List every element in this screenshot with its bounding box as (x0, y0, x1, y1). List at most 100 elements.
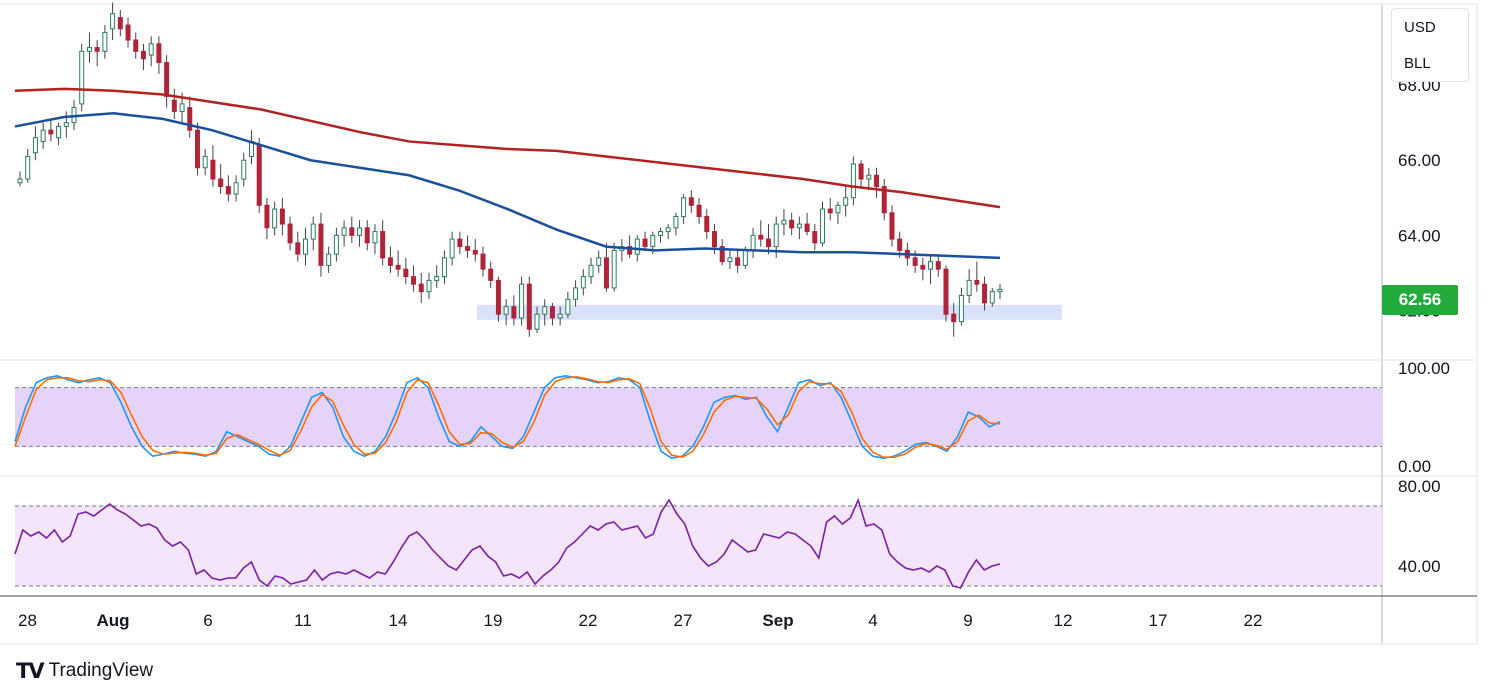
candle-body (989, 291, 995, 304)
time-tick-label: Aug (96, 611, 129, 630)
candle-body (982, 283, 988, 304)
candle-body (403, 268, 409, 278)
candle-body (156, 43, 162, 64)
candle-body (866, 174, 872, 180)
candle-body (472, 249, 478, 255)
candle-body (804, 223, 810, 233)
candle-body (912, 257, 918, 266)
candle-body (364, 227, 370, 244)
candle-body (326, 253, 332, 266)
candle-body (17, 178, 23, 184)
candle-body (218, 178, 224, 188)
candle-body (264, 204, 270, 229)
stochastic-pane (14, 375, 1382, 460)
candle-body (634, 238, 640, 255)
candle-body (549, 306, 555, 319)
candle-body (465, 246, 471, 251)
time-tick-label: 11 (294, 611, 312, 630)
candle-body (827, 208, 833, 214)
price-pane (14, 2, 1062, 337)
candle-body (434, 276, 440, 281)
time-tick-label: 27 (674, 611, 693, 630)
time-tick-label: 28 (18, 611, 37, 630)
pane-frames (0, 3, 1478, 645)
candle-body (557, 313, 563, 319)
candle-body (596, 257, 602, 266)
candle-body (187, 107, 193, 131)
support-zone (477, 304, 1062, 320)
candle-body (480, 253, 486, 270)
candle-body (457, 238, 463, 248)
candle-body (565, 298, 571, 315)
time-axis: 28 Aug 6 11 14 19 22 27 Sep 4 9 12 17 22 (18, 611, 1262, 630)
candle-body (580, 276, 586, 289)
candle-body (511, 306, 517, 319)
candle-body (110, 13, 116, 30)
time-tick-label: 17 (1149, 611, 1168, 630)
candle-body (573, 287, 579, 300)
candle-body (25, 155, 31, 180)
candle-body (874, 174, 880, 188)
candle-body (727, 257, 733, 263)
candle-body (56, 125, 62, 139)
candle-body (225, 186, 231, 195)
candle-body (951, 313, 957, 323)
candle-body (650, 234, 656, 248)
time-tick-label: Sep (762, 611, 793, 630)
candle-body (179, 103, 185, 112)
rsi-tick-label: 40.00 (1398, 557, 1441, 576)
candle-body (94, 47, 100, 52)
candle-body (773, 223, 779, 248)
candle-body (935, 261, 941, 270)
candle-body (627, 246, 633, 255)
candle-body (272, 208, 278, 229)
tradingview-logo-icon: TV (16, 659, 45, 683)
candle-body (387, 257, 393, 266)
candle-body (673, 216, 679, 229)
candle-body (279, 208, 285, 225)
candle-body (194, 129, 200, 169)
moving-average-red (14, 87, 1001, 209)
candle-body (395, 264, 401, 270)
candle-body (287, 223, 293, 244)
candle-body (742, 249, 748, 266)
candle-body (488, 268, 494, 281)
candle-body (928, 261, 934, 270)
tradingview-logo-text: TradingView (48, 660, 154, 681)
candle-body (657, 231, 663, 236)
candle-body (372, 231, 378, 244)
candle-body (711, 231, 717, 248)
candle-body (958, 294, 964, 323)
candle-body (495, 279, 501, 315)
tradingview-logo[interactable]: TV TradingView (16, 658, 153, 684)
candle-body (796, 223, 802, 229)
candle-body (542, 306, 548, 315)
candle-body (642, 238, 648, 248)
symbol-label: BLL (1404, 55, 1431, 72)
currency-label: USD (1404, 19, 1436, 36)
candle-body (603, 257, 609, 289)
rsi-tick-label: 80.00 (1398, 477, 1441, 496)
candle-body (441, 257, 447, 278)
candle-body (171, 99, 177, 112)
candle-body (256, 144, 262, 206)
candle-body (411, 276, 417, 285)
time-tick-label: 22 (1244, 611, 1263, 630)
candle-body (133, 39, 139, 52)
candle-body (526, 283, 532, 330)
moving-average-blue (14, 112, 1001, 260)
candle-body (766, 238, 772, 248)
candle-body (781, 219, 787, 225)
rsi-band (15, 506, 1382, 586)
time-tick-label: 4 (868, 611, 877, 630)
candle-body (295, 242, 301, 255)
candle-body (943, 268, 949, 315)
candle-body (341, 227, 347, 236)
candle-body (418, 283, 424, 293)
rsi-line-1 (14, 497, 1001, 589)
candle-body (758, 234, 764, 240)
symbol-legend[interactable]: USD BLL (1391, 8, 1469, 82)
candle-body (86, 47, 92, 52)
